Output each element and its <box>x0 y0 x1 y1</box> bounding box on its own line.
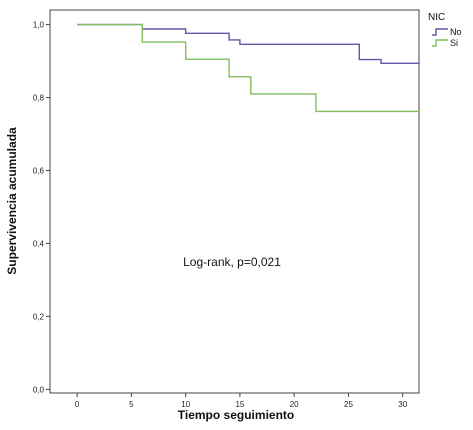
y-axis-title: Supervivencia acumulada <box>5 127 19 275</box>
y-tick-label: 0,6 <box>33 166 45 175</box>
series-layer <box>77 23 419 113</box>
legend-swatch-si <box>432 39 448 47</box>
x-axis-title: Tiempo seguimiento <box>178 408 294 422</box>
x-axis-ticks: 0 5 10 15 20 25 30 <box>75 393 408 409</box>
legend-label-no: No <box>450 27 462 37</box>
plot-frame <box>49 9 420 394</box>
x-tick-label: 20 <box>290 400 299 409</box>
y-tick-label: 1,0 <box>33 21 45 30</box>
legend-label-si: Si <box>450 38 458 48</box>
y-tick-label: 0,0 <box>33 385 45 394</box>
legend-title: NIC <box>428 12 445 23</box>
x-tick-label: 30 <box>398 400 407 409</box>
x-tick-label: 10 <box>181 400 190 409</box>
x-tick-label: 15 <box>235 400 244 409</box>
legend-swatch-no <box>432 28 448 36</box>
y-tick-label: 0,2 <box>33 312 45 321</box>
x-tick-label: 5 <box>129 400 134 409</box>
annotation-logrank: Log-rank, p=0,021 <box>183 255 281 269</box>
x-tick-label: 25 <box>344 400 353 409</box>
y-tick-label: 0,8 <box>33 94 45 103</box>
series-line-si <box>77 23 419 113</box>
y-axis-ticks: 0,0 0,2 0,4 0,6 0,8 1,0 <box>33 21 50 394</box>
y-tick-label: 0,4 <box>33 239 45 248</box>
series-line-no <box>77 23 419 64</box>
x-tick-label: 0 <box>75 400 80 409</box>
